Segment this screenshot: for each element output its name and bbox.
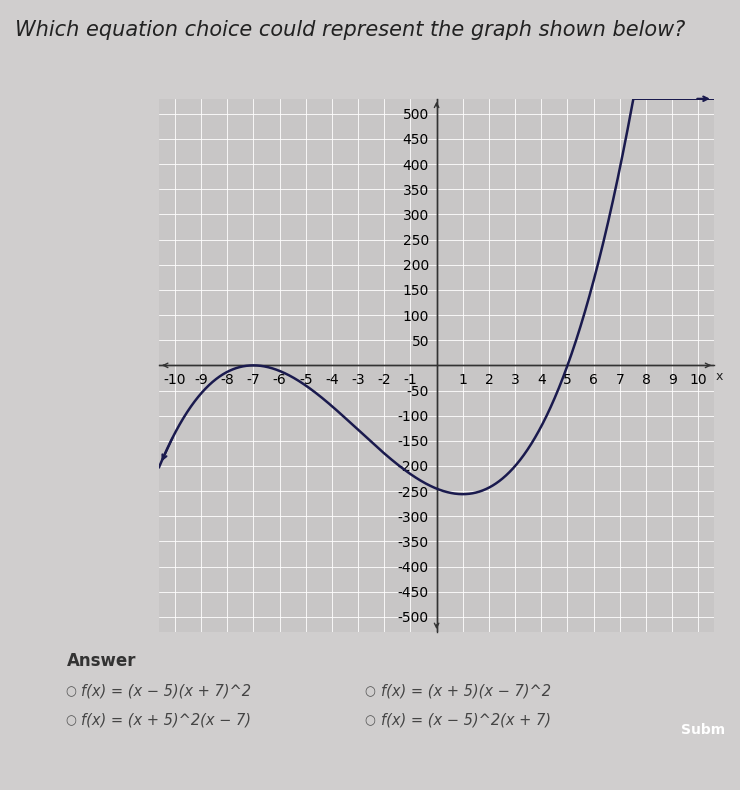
Text: Answer: Answer bbox=[67, 652, 136, 670]
Text: ○: ○ bbox=[365, 685, 375, 698]
Text: f(x) = (x + 5)(x − 7)^2: f(x) = (x + 5)(x − 7)^2 bbox=[381, 684, 551, 698]
Text: f(x) = (x − 5)^2(x + 7): f(x) = (x − 5)^2(x + 7) bbox=[381, 713, 551, 728]
Text: ○: ○ bbox=[65, 685, 75, 698]
Text: Which equation choice could represent the graph shown below?: Which equation choice could represent th… bbox=[15, 20, 685, 40]
Text: x: x bbox=[716, 370, 723, 383]
Text: ○: ○ bbox=[65, 714, 75, 727]
Text: f(x) = (x + 5)^2(x − 7): f(x) = (x + 5)^2(x − 7) bbox=[81, 713, 252, 728]
Text: f(x) = (x − 5)(x + 7)^2: f(x) = (x − 5)(x + 7)^2 bbox=[81, 684, 252, 698]
Text: Subm: Subm bbox=[681, 723, 725, 737]
Text: ○: ○ bbox=[365, 714, 375, 727]
